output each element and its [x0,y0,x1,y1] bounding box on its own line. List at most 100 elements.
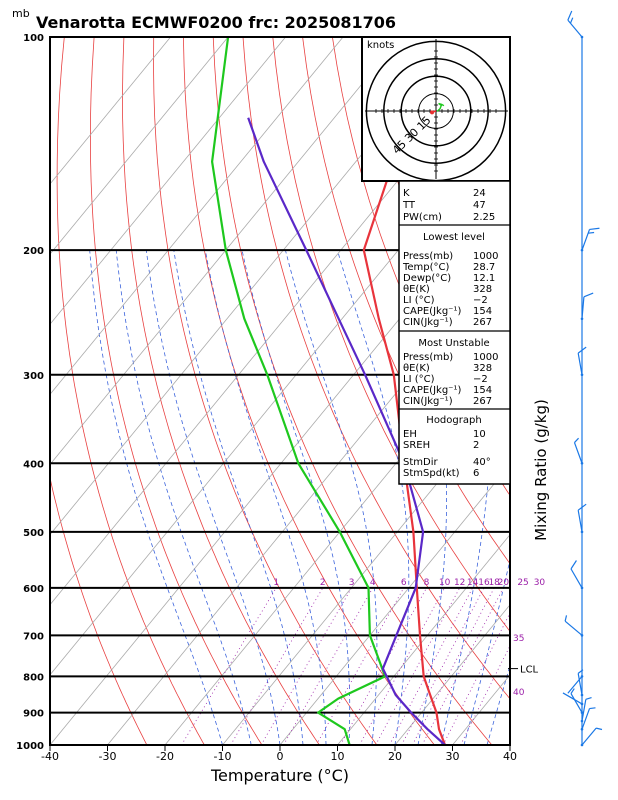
wind-barb-base [580,743,584,747]
temperature-profile [362,37,460,745]
mixing-ratio-tick-label: 25 [517,578,528,588]
wind-barb [562,692,583,705]
pressure-tick-label: 500 [23,528,44,539]
moist-adiabat [173,250,304,745]
wind-barb-base [580,675,584,678]
pressure-tick-label: 800 [23,672,44,683]
mu-press-value: 1000 [473,352,498,363]
wind-barb-flag [588,231,595,234]
chart-title: Venarotta ECMWF0200 frc: 2025081706 [36,13,396,32]
lowest-theta-label: θE(K) [403,284,430,295]
pw-label: PW(cm) [403,212,442,223]
mixing-ratio-line [359,587,445,745]
mixing-ratio-tick-label: 6 [401,578,407,588]
pressure-tick-label: 300 [23,371,44,382]
x-tick-label: -30 [99,750,117,763]
x-tick-label: -10 [214,750,232,763]
storm-motion-marker [430,110,435,115]
isotherm [394,604,510,745]
profiles [211,37,460,745]
hodo-stmspd-value: 6 [473,468,479,479]
wind-barb-flag [583,292,594,298]
wind-barb [581,708,591,730]
isotherm [509,744,510,745]
wind-barb-base [580,586,584,590]
k-index-label: K [403,188,410,199]
isotherm [50,183,510,745]
wind-barb-flag [577,503,587,511]
hodo-stmdir-label: StmDir [403,457,438,468]
most-unstable-heading: Most Unstable [418,338,489,349]
hodograph-ring [418,93,454,129]
wind-barb-base [580,317,584,321]
hodo-sreh-label: SREH [403,440,430,451]
mixing-ratio-line [315,587,405,745]
pressure-tick-label: 600 [23,584,44,595]
wind-barb [567,676,583,694]
hodograph-trace [436,102,445,112]
mu-theta-label: θE(K) [403,363,430,374]
dry-adiabat [122,37,320,745]
x-tick-label: -40 [41,750,59,763]
lowest-li-label: LI (°C) [403,295,435,306]
wind-barb-base [580,373,584,377]
mixing-ratio-line [340,587,427,745]
pressure-tick-label: 200 [23,246,44,257]
wind-barb-flag [567,10,573,21]
isotherm [279,463,510,745]
wind-barb [577,353,583,375]
lowest-press-label: Press(mb) [403,251,453,262]
wind-barb-flag [564,615,568,622]
wind-barb-flag [596,727,603,731]
moist-adiabat [399,249,447,745]
lowest-cin-label: CIN(Jkg⁻¹) [403,317,453,328]
hodo-eh-value: 10 [473,429,486,440]
dry-adiabat [50,476,148,745]
x-tick-label: 0 [277,750,284,763]
isotherm [50,37,229,255]
parameter-tables: K 24 TT 47 PW(cm) 2.25 Lowest level Press(mb) 10… [398,180,511,485]
mixing-ratio-line [181,587,277,745]
wind-barb-flag [589,227,600,231]
x-tick-label: -20 [156,750,174,763]
wind-barb [570,568,583,589]
mixing-ratio-line [401,587,485,745]
isotherm [50,37,171,185]
lowest-dewp-label: Dewp(°C) [403,273,451,284]
moist-adiabat [89,250,223,745]
dry-adiabat [272,37,510,633]
parcel-profile [247,117,446,745]
lowest-press-value: 1000 [473,251,498,262]
dry-adiabat [559,5,618,760]
dry-adiabat [530,5,618,760]
mixing-ratio-line [230,587,324,745]
lowest-temp-value: 28.7 [473,262,495,273]
wind-barb-base [580,634,584,637]
wind-barb [581,296,585,319]
dry-adiabat [89,37,263,745]
pressure-unit: mb [12,7,30,20]
mixing-ratio-tick-label: 4 [370,578,376,588]
wind-barb-base [580,711,584,714]
wind-barb [577,673,583,696]
mixing-ratio-tick-label: 16 [478,578,490,588]
hodograph-ring [400,75,472,147]
lowest-dewp-value: 12.1 [473,273,495,284]
wind-barb [581,727,597,746]
pw-value: 2.25 [473,212,495,223]
dry-adiabat [588,5,618,760]
mu-cape-value: 154 [473,385,492,396]
wind-barb-base [580,35,584,39]
isotherm [50,37,344,396]
x-tick-label: 20 [388,750,402,763]
k-index-value: 24 [473,188,486,199]
dry-adiabat [302,37,510,565]
mu-cin-label: CIN(Jkg⁻¹) [403,396,453,407]
lowest-theta-value: 328 [473,284,492,295]
wind-barb [564,620,583,636]
mixing-ratio-line [442,612,510,745]
wind-barb-base [580,702,584,706]
